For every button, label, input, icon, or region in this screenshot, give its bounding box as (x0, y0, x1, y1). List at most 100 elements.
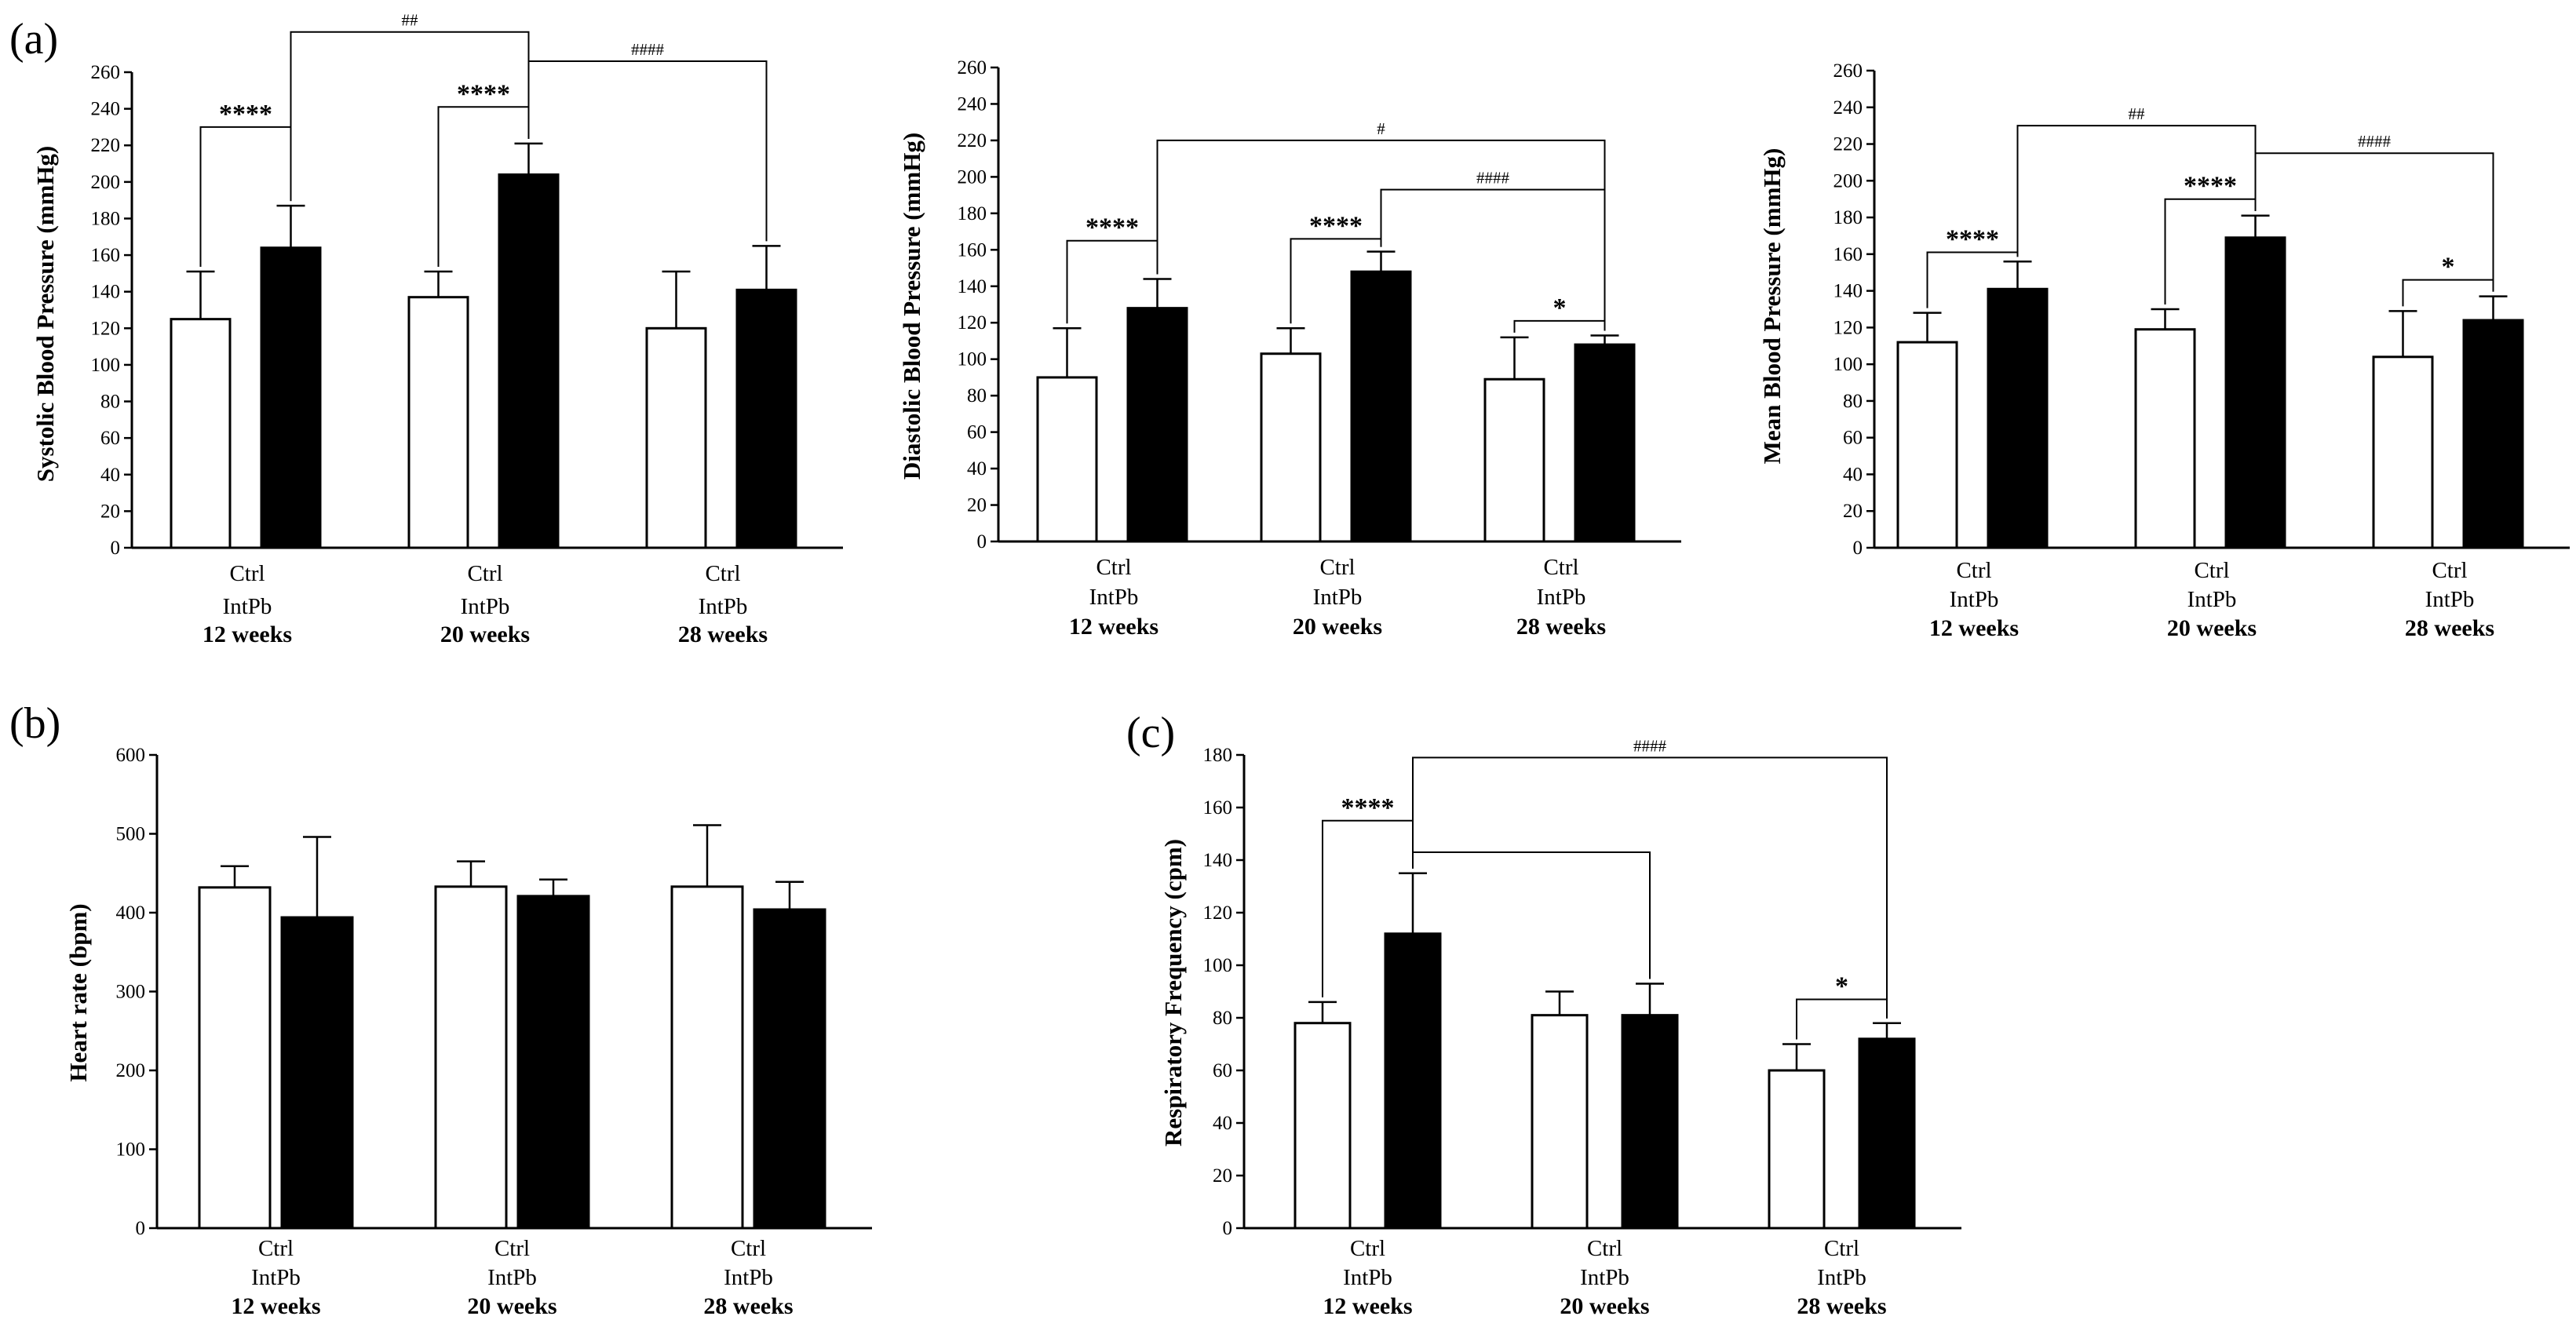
y-tick-label: 140 (958, 276, 987, 297)
y-tick-label: 160 (1833, 244, 1863, 265)
y-tick-label: 180 (1203, 745, 1233, 766)
y-tick-label: 140 (1203, 850, 1233, 871)
bar-ctrl-20-weeks (407, 296, 469, 549)
x-category-label-intpb: IntPb (2425, 587, 2475, 612)
error-bar (1500, 336, 1529, 380)
y-tick-label: 140 (1833, 281, 1863, 302)
y-axis-title: Respiratory Frequency (cpm) (1159, 839, 1187, 1147)
significance-stars: **** (1309, 211, 1363, 240)
error-bar (693, 824, 721, 887)
y-tick-label: 60 (1213, 1060, 1232, 1081)
x-group-label: 28 weeks (703, 1293, 793, 1319)
error-bar (2151, 308, 2180, 330)
significance-bracket: **** (1066, 213, 1158, 324)
x-category-label-intpb: IntPb (1950, 587, 1999, 612)
significance-hashes: ## (2129, 104, 2146, 123)
y-tick-label: 600 (116, 745, 146, 766)
bracket-line (527, 60, 768, 242)
chart-heart-rate: 0 100 200 300 400 500 600 Heart rate (bpm) Ctrl I… (64, 745, 872, 1319)
chart-mean: 0 20 40 60 80 100 120 140 160 180 200 220 240 260 Mean… (1758, 60, 2570, 641)
y-tick-label: 80 (1213, 1008, 1232, 1029)
significance-stars: * (1553, 293, 1567, 323)
y-tick-label: 220 (958, 130, 987, 151)
bar-intpb-12-weeks (1987, 287, 2049, 549)
x-category-label-ctrl: Ctrl (467, 561, 502, 586)
bar-intpb-28-weeks (735, 288, 797, 549)
error-bar (1590, 334, 1619, 345)
bracket-line (2402, 279, 2494, 307)
y-axis-title: Mean Blood Pressure (mmHg) (1758, 148, 1786, 465)
y-tick-label: 100 (1833, 354, 1863, 375)
y-tick-label: 0 (977, 531, 987, 552)
panel-letter-b: (b) (9, 699, 60, 748)
y-tick-label: 240 (91, 99, 121, 120)
bar-ctrl-12-weeks (1293, 1022, 1352, 1230)
panel-letter-a: (a) (9, 15, 58, 64)
x-category-label-intpb: IntPb (724, 1265, 773, 1290)
error-bar (1399, 872, 1427, 934)
y-tick-label: 220 (1833, 134, 1863, 155)
error-bar (2003, 260, 2032, 290)
bar-ctrl-28-weeks (1768, 1069, 1826, 1230)
y-tick-label: 300 (116, 982, 146, 1003)
y-tick-label: 0 (1853, 538, 1863, 559)
bar-ctrl-12-weeks (1036, 376, 1098, 543)
x-category-label-intpb: IntPb (699, 594, 748, 619)
x-group-label: 20 weeks (1560, 1293, 1649, 1319)
x-group-label: 12 weeks (1929, 615, 2019, 641)
error-bar (1308, 1001, 1337, 1023)
bar-ctrl-12-weeks (1896, 341, 1958, 549)
y-tick-label: 120 (1833, 317, 1863, 338)
x-category-label-ctrl: Ctrl (1319, 555, 1355, 580)
error-bar (514, 142, 543, 175)
y-tick-label: 400 (116, 902, 146, 924)
error-bar (1143, 278, 1172, 308)
y-tick-label: 260 (1833, 60, 1863, 82)
significance-bracket: **** (2164, 172, 2257, 304)
x-category-label-ctrl: Ctrl (1543, 555, 1578, 580)
bar-ctrl-28-weeks (645, 326, 707, 549)
x-group-label: 28 weeks (1797, 1293, 1886, 1319)
bar-intpb-20-weeks (1350, 270, 1412, 543)
x-category-label-intpb: IntPb (461, 594, 510, 619)
x-group-label: 28 weeks (1516, 614, 1606, 640)
x-category-label-intpb: IntPb (2187, 587, 2237, 612)
bar-ctrl-20-weeks (1531, 1014, 1589, 1230)
y-tick-label: 0 (1223, 1218, 1233, 1239)
y-tick-label: 180 (958, 203, 987, 224)
significance-stars: **** (2184, 172, 2237, 201)
x-category-label-ctrl: Ctrl (229, 561, 265, 586)
chart-respiratory: 0 20 40 60 80 100 120 140 160 180 Respiratory Freq… (1159, 736, 1961, 1319)
y-tick-label: 40 (1843, 464, 1863, 485)
error-bar (539, 878, 567, 896)
y-tick-label: 260 (91, 62, 121, 83)
significance-bracket: #### (527, 40, 768, 242)
y-tick-label: 0 (136, 1218, 146, 1239)
bracket-line (290, 31, 530, 202)
error-bar (1636, 983, 1664, 1015)
significance-hashes: ## (402, 11, 419, 30)
significance-hashes: # (1377, 119, 1385, 138)
y-tick-label: 200 (116, 1060, 146, 1081)
y-tick-label: 240 (958, 93, 987, 115)
y-tick-label: 180 (91, 208, 121, 229)
x-group-label: 12 weeks (203, 622, 292, 647)
y-tick-label: 220 (91, 135, 121, 156)
y-tick-label: 180 (1833, 207, 1863, 228)
bracket-line (1412, 851, 1651, 979)
y-tick-label: 60 (967, 422, 987, 443)
significance-stars: * (1835, 972, 1848, 1001)
error-bar (457, 860, 485, 887)
panel-letter-c: (c) (1126, 709, 1175, 757)
error-bar (424, 270, 453, 297)
error-bar (186, 270, 215, 319)
significance-hashes: #### (631, 40, 665, 59)
error-bar (276, 204, 305, 248)
significance-stars: **** (457, 79, 510, 108)
x-group-label: 12 weeks (1323, 1293, 1412, 1319)
bracket-line (1513, 319, 1606, 333)
bar-intpb-20-weeks (2224, 236, 2286, 549)
significance-stars: **** (219, 100, 272, 129)
y-tick-label: 20 (967, 495, 987, 516)
